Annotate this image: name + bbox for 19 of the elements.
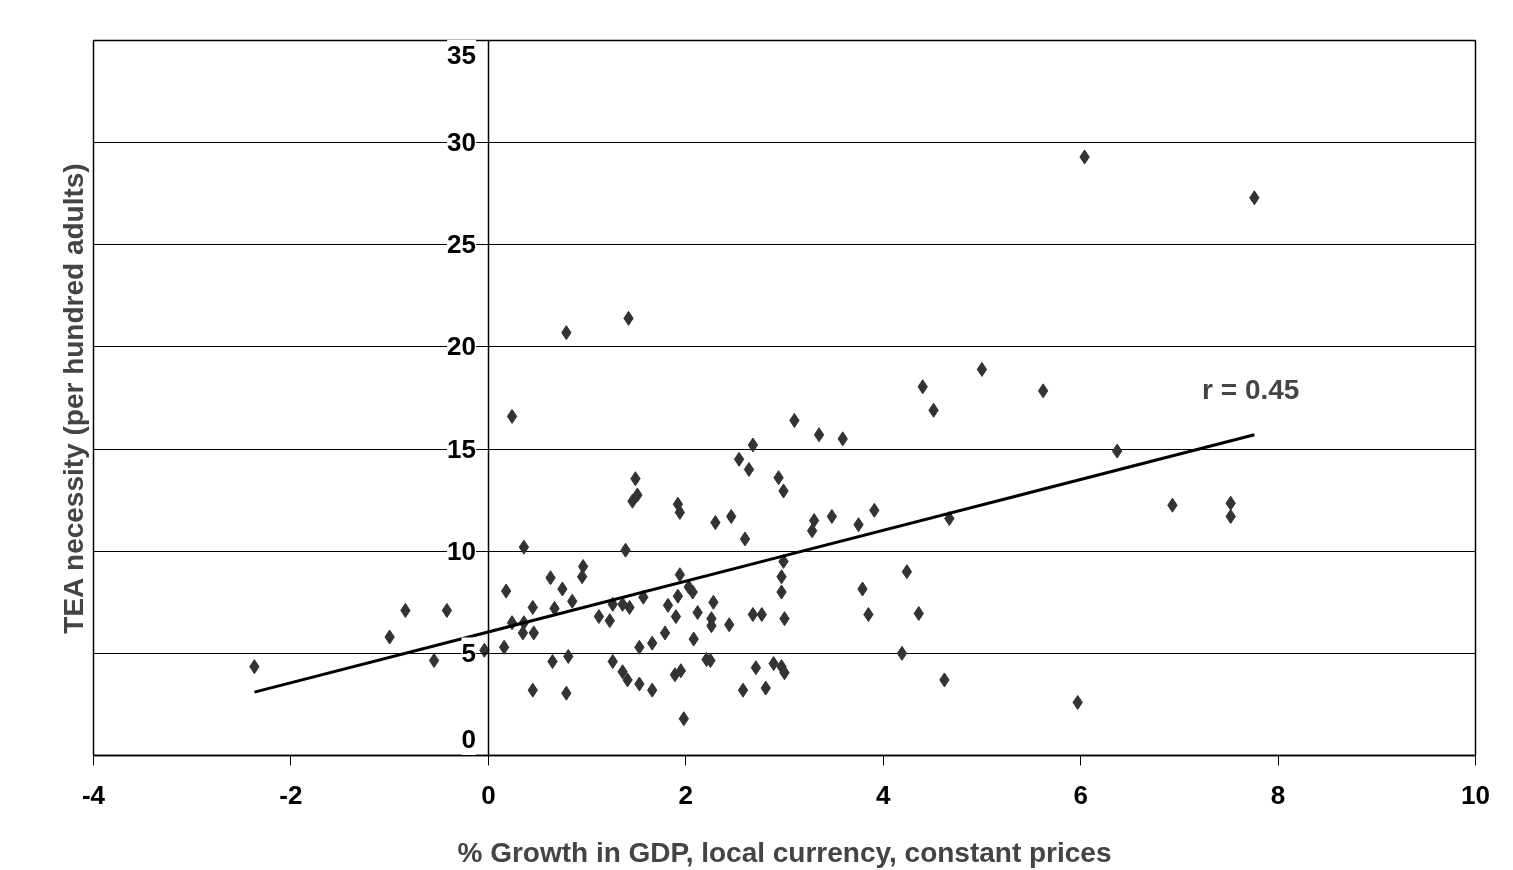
y-tick-label: 0 [461,724,476,755]
y-tick-label: 5 [461,637,476,669]
y-axis-title: TEA necessity (per hundred adults) [57,163,89,634]
x-axis-title: % Growth in GDP, local currency, constant prices [457,836,1112,868]
y-tick-label: 10 [446,535,476,567]
y-tick-label: 20 [446,330,476,362]
x-tick-label: -4 [81,779,106,810]
y-tick-label: 30 [446,126,476,158]
x-tick-label: 4 [875,779,891,810]
x-tick-label: -2 [279,779,303,810]
x-tick-label: 0 [481,779,496,810]
y-tick-label: 25 [446,228,476,260]
y-tick-label: 15 [446,433,476,465]
x-tick-label: 8 [1270,779,1286,810]
y-tick-label: 35 [446,40,476,71]
annotation: r = 0.45 [1202,373,1300,405]
x-tick-label: 2 [678,779,694,810]
x-tick-label: 10 [1461,779,1490,810]
x-tick-label: 6 [1073,779,1088,810]
